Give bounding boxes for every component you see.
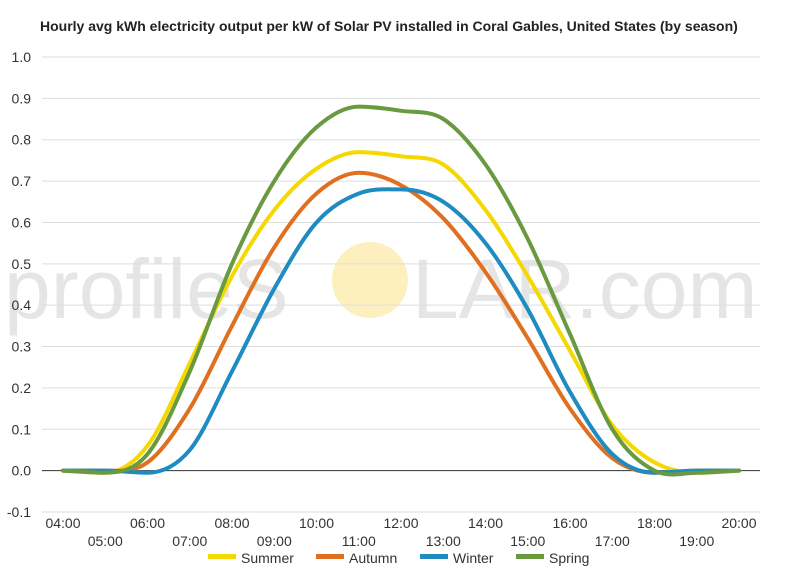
y-tick-label: 0.0 (12, 463, 32, 479)
y-tick-label: 0.5 (12, 256, 32, 272)
x-tick-label: 14:00 (468, 515, 503, 531)
x-tick-label: 19:00 (679, 533, 714, 549)
y-tick-label: 0.6 (12, 214, 32, 230)
series-line-spring (61, 104, 741, 477)
grid-layer (42, 56, 760, 513)
x-tick-label: 17:00 (595, 533, 630, 549)
legend-item-autumn: Autumn (316, 550, 397, 566)
x-tick-label: 05:00 (88, 533, 123, 549)
watermark: profileS LAR.com (4, 242, 757, 336)
y-tick-label: -0.1 (7, 504, 31, 520)
x-tick-label: 18:00 (637, 515, 672, 531)
watermark-text-left: profileS (4, 242, 289, 336)
series-line-summer (61, 150, 741, 475)
y-tick-label: 0.1 (12, 421, 32, 437)
watermark-text-right: LAR.com (412, 242, 757, 336)
legend-label-winter: Winter (453, 550, 494, 566)
watermark-sun-icon (332, 242, 408, 318)
legend-item-summer: Summer (208, 550, 294, 566)
y-tick-label: 1.0 (12, 49, 32, 65)
legend-swatch-spring (516, 554, 544, 559)
x-tick-label: 06:00 (130, 515, 165, 531)
legend-item-winter: Winter (420, 550, 494, 566)
legend-label-summer: Summer (241, 550, 294, 566)
x-tick-label: 15:00 (510, 533, 545, 549)
y-tick-label: 0.8 (12, 132, 32, 148)
x-tick-label: 12:00 (383, 515, 418, 531)
axis-layer: -0.1 0.0 0.1 0.2 0.3 0.4 0.5 0.6 0.7 0.8 0.9 1.0 04:… (7, 49, 757, 549)
x-tick-label: 08:00 (214, 515, 249, 531)
legend-label-spring: Spring (549, 550, 589, 566)
y-tick-label: 0.4 (12, 297, 32, 313)
legend-swatch-autumn (316, 554, 344, 559)
y-tick-label: 0.3 (12, 339, 32, 355)
y-tick-label: 0.7 (12, 173, 32, 189)
legend-swatch-summer (208, 554, 236, 559)
x-tick-label: 11:00 (342, 533, 376, 549)
legend-item-spring: Spring (516, 550, 589, 566)
legend-label-autumn: Autumn (349, 550, 397, 566)
x-tick-label: 13:00 (426, 533, 461, 549)
x-tick-label: 20:00 (721, 515, 756, 531)
y-tick-label: 0.9 (12, 90, 32, 106)
chart-title: Hourly avg kWh electricity output per kW… (40, 18, 738, 34)
series-line-winter (61, 187, 741, 475)
y-tick-label: 0.2 (12, 380, 32, 396)
x-tick-label: 10:00 (299, 515, 334, 531)
series-layer (61, 104, 741, 477)
x-tick-label: 16:00 (552, 515, 587, 531)
series-line-autumn (61, 170, 741, 475)
legend: Summer Autumn Winter Spring (208, 550, 589, 566)
x-tick-label: 07:00 (172, 533, 207, 549)
legend-swatch-winter (420, 554, 448, 559)
x-tick-label: 04:00 (45, 515, 80, 531)
x-tick-label: 09:00 (257, 533, 292, 549)
